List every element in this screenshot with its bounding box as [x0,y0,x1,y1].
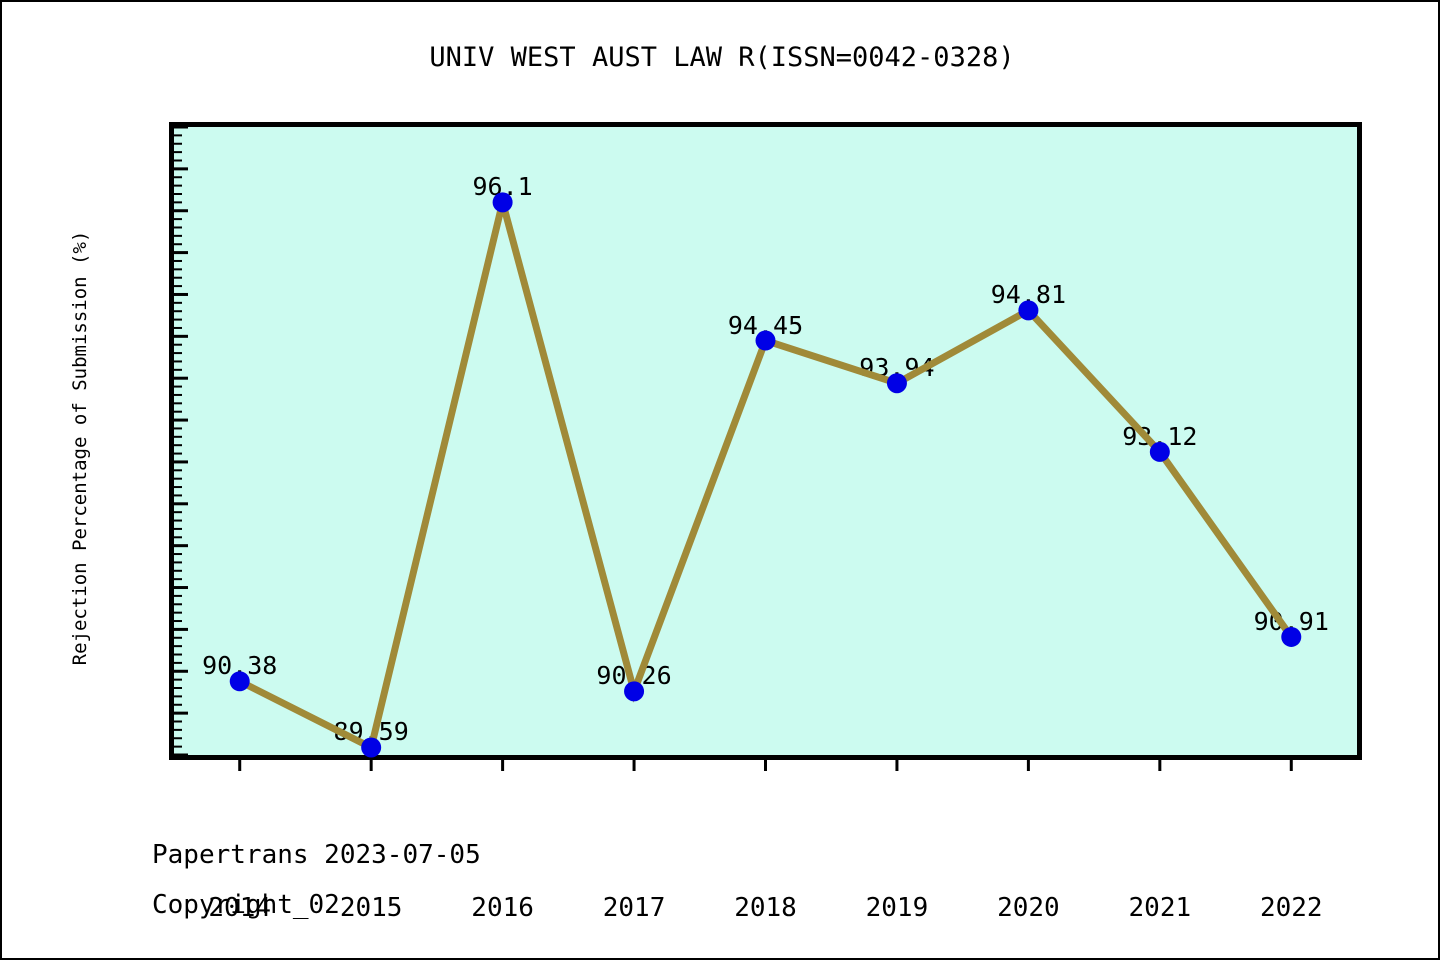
plot-inner: 97.096.596.095.595.094.594.093.593.092.5… [174,127,1357,923]
x-axis-tick-label: 2014 [208,893,272,923]
x-axis-tick-label: 2019 [865,893,929,923]
x-axis-tick-label: 2021 [1128,893,1192,923]
data-point-label: 90.26 [596,661,672,691]
data-point-label: 90.38 [202,651,278,681]
x-axis-tick-label: 2015 [339,893,403,923]
data-point-label: 94.81 [990,280,1066,310]
data-point-label: 89.59 [333,717,409,747]
x-axis-tick-label: 2016 [471,893,534,923]
data-point-label: 93.94 [859,353,935,383]
x-axis-tick-label: 2022 [1259,893,1323,923]
y-axis-title: Rejection Percentage of Submission (%) [69,230,91,666]
footer-copyright: Copyright_02 [152,890,340,920]
data-point-label: 93.12 [1122,421,1198,451]
data-point-label: 94.45 [727,310,804,340]
x-axis-tick-label: 2018 [734,893,797,923]
x-axis-tick-label: 2020 [997,893,1060,923]
x-axis-tick-label: 2017 [602,893,666,923]
chart-title: UNIV WEST AUST LAW R(ISSN=0042-0328) [429,42,1015,73]
plot-area: 97.096.596.095.595.094.594.093.593.092.5… [169,122,1362,923]
data-point-label: 96.1 [472,172,533,202]
data-point-label: 90.91 [1253,606,1329,636]
footer-date: Papertrans 2023-07-05 [152,840,481,870]
